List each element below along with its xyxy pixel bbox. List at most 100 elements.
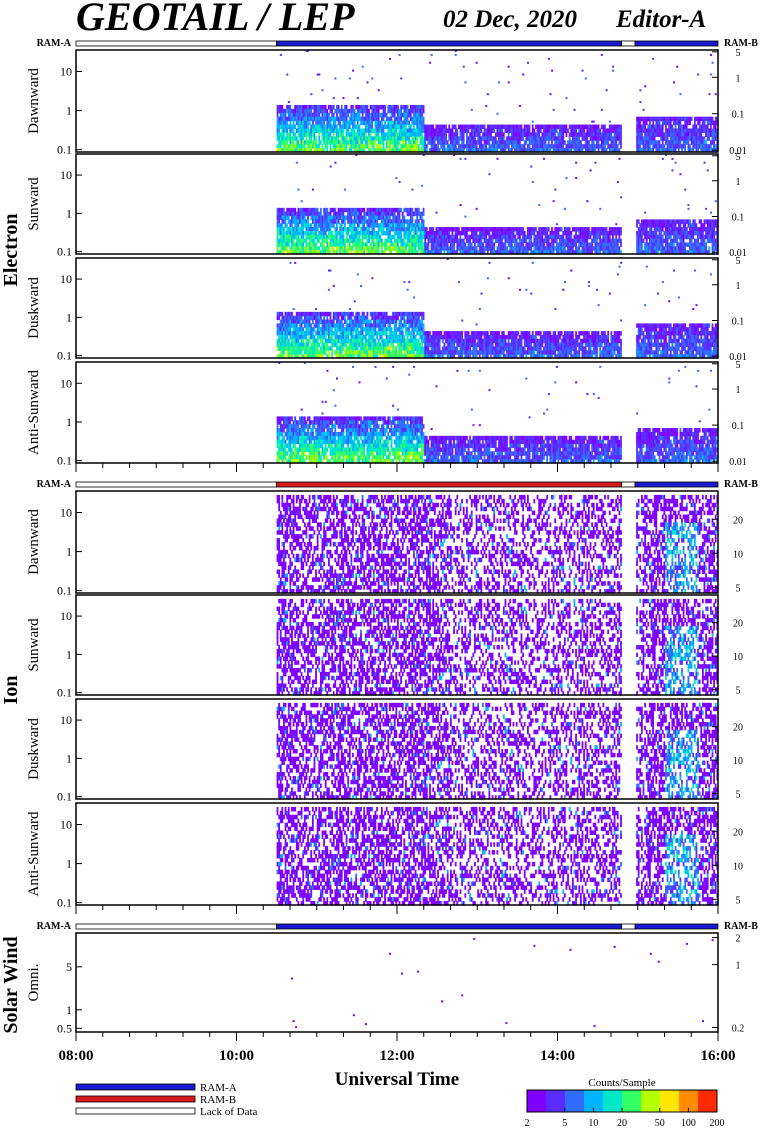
heat-cell	[438, 136, 441, 141]
heat-cell	[584, 242, 587, 247]
heat-cell	[685, 219, 688, 224]
heat-cell	[485, 104, 488, 107]
heat-cell	[303, 140, 306, 145]
heat-cell	[292, 144, 295, 149]
heat-cell	[297, 215, 300, 220]
heat-cell	[395, 116, 398, 122]
heat-cell	[604, 230, 606, 236]
heat-cell	[690, 128, 693, 133]
heat-cell	[636, 140, 638, 145]
heat-cell	[538, 234, 541, 240]
heat-cell	[411, 223, 414, 228]
heat-cell	[336, 223, 338, 228]
heat-cell	[655, 116, 658, 122]
heat-cell	[323, 246, 325, 251]
heat-cell	[544, 246, 547, 251]
heat-cell	[342, 144, 345, 149]
heat-cell	[406, 238, 409, 244]
heat-cell	[433, 234, 436, 240]
heat-cell	[433, 136, 436, 141]
heat-cell	[350, 140, 353, 145]
heat-cell	[605, 230, 608, 236]
heat-cell	[498, 132, 500, 137]
heat-cell	[413, 246, 415, 251]
heat-cell	[425, 136, 428, 141]
heat-cell	[642, 230, 645, 236]
heat-cell	[292, 334, 295, 340]
heat-cell	[600, 148, 603, 153]
heat-cell	[639, 238, 642, 244]
heat-cell	[319, 219, 322, 224]
heat-cell	[668, 227, 671, 232]
heat-cell	[459, 144, 462, 149]
heat-cell	[307, 319, 309, 324]
heat-cell	[307, 128, 309, 133]
heat-cell	[636, 250, 638, 255]
heat-cell	[536, 132, 539, 137]
heat-cell	[668, 128, 671, 133]
heat-cell	[701, 116, 704, 122]
heat-cell	[499, 144, 502, 149]
heat-cell	[303, 207, 306, 213]
heat-cell	[316, 342, 319, 348]
heat-cell	[586, 132, 589, 137]
heat-cell	[576, 250, 579, 255]
heat-cell	[448, 132, 451, 137]
heat-cell	[331, 319, 333, 324]
heat-cell	[403, 219, 406, 224]
heat-cell	[610, 128, 613, 133]
heat-cell	[449, 227, 452, 232]
heat-cell	[300, 124, 303, 130]
heat-cell	[406, 207, 409, 213]
heat-cell	[284, 230, 287, 236]
heat-cell	[414, 132, 417, 137]
heat-cell	[684, 140, 687, 145]
heat-cell	[563, 207, 566, 210]
heat-cell	[697, 132, 699, 137]
heat-cell	[429, 61, 432, 64]
heat-cell	[427, 250, 430, 255]
heat-cell	[586, 230, 589, 236]
heat-cell	[307, 230, 309, 236]
heat-cell	[286, 140, 289, 145]
heat-cell	[368, 136, 370, 141]
heat-cell	[310, 246, 313, 251]
heat-cell	[570, 124, 573, 130]
heat-cell	[608, 238, 611, 244]
heat-cell	[474, 128, 476, 133]
heat-cell	[679, 230, 682, 236]
heat-cell	[403, 112, 406, 118]
heat-cell	[660, 136, 663, 141]
heat-cell	[507, 227, 510, 232]
heat-cell	[392, 108, 394, 114]
heat-cell	[318, 148, 321, 153]
heat-cell	[689, 234, 691, 240]
heat-cell	[400, 246, 403, 251]
heat-cell	[645, 136, 648, 141]
heat-cell	[637, 132, 640, 137]
heat-cell	[388, 230, 391, 236]
heat-cell	[300, 219, 303, 224]
heat-cell	[363, 211, 366, 217]
heat-cell	[666, 227, 669, 232]
heat-cell	[281, 124, 284, 130]
heat-cell	[674, 132, 677, 137]
heat-cell	[658, 242, 661, 247]
heat-cell	[655, 238, 658, 244]
heat-cell	[448, 227, 451, 232]
heat-cell	[477, 140, 480, 145]
heat-cell	[315, 346, 317, 351]
heat-cell	[334, 315, 337, 321]
heat-cell	[308, 108, 311, 114]
heat-cell	[334, 124, 337, 130]
heat-cell	[305, 223, 308, 228]
heat-cell	[310, 323, 313, 328]
heat-cell	[669, 148, 672, 153]
heat-cell	[645, 227, 648, 232]
heat-cell	[682, 116, 685, 122]
heat-cell	[356, 223, 359, 228]
heat-cell	[610, 124, 613, 130]
heat-cell	[397, 242, 399, 247]
heat-cell	[279, 327, 282, 332]
heat-cell	[327, 269, 330, 272]
